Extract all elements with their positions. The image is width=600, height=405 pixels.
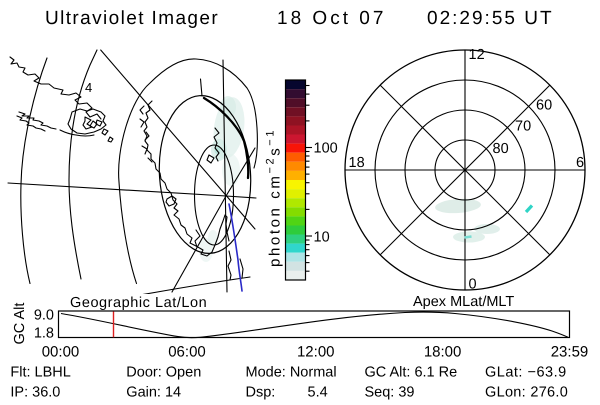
svg-text:4: 4 <box>85 80 92 95</box>
svg-text:100: 100 <box>314 141 338 157</box>
svg-text:12: 12 <box>469 47 485 63</box>
svg-text:80: 80 <box>493 141 509 157</box>
svg-text:Mode: Normal: Mode: Normal <box>246 364 337 380</box>
svg-text:Door: Open: Door: Open <box>126 364 201 380</box>
svg-text:0: 0 <box>469 277 477 293</box>
svg-text:Gain: 14: Gain: 14 <box>126 384 181 400</box>
svg-text:23:59: 23:59 <box>551 344 589 361</box>
svg-text:00:00: 00:00 <box>42 344 80 361</box>
svg-text:6: 6 <box>576 155 584 171</box>
svg-text:GLat: −63.9: GLat: −63.9 <box>485 364 567 380</box>
svg-text:Apex MLat/MLT: Apex MLat/MLT <box>413 294 514 310</box>
svg-text:1.8: 1.8 <box>34 326 54 342</box>
svg-text:60: 60 <box>536 98 552 114</box>
svg-text:10: 10 <box>314 230 330 246</box>
svg-text:06:00: 06:00 <box>168 344 206 361</box>
svg-text:GC Alt: 6.1 Re: GC Alt: 6.1 Re <box>365 364 458 380</box>
svg-text:Seq: 39: Seq: 39 <box>365 384 415 400</box>
svg-text:GLon: 276.0: GLon: 276.0 <box>485 384 568 400</box>
svg-text:02:29:55 UT: 02:29:55 UT <box>427 8 554 29</box>
svg-text:18 Oct 07: 18 Oct 07 <box>277 8 386 29</box>
svg-text:photon cm−2s−1: photon cm−2s−1 <box>265 128 284 267</box>
svg-text:5.4: 5.4 <box>308 384 328 400</box>
svg-text:GC Alt: GC Alt <box>12 303 28 345</box>
svg-text:18: 18 <box>349 155 365 171</box>
svg-text:70: 70 <box>515 119 531 135</box>
svg-text:9.0: 9.0 <box>34 308 54 324</box>
svg-text:12:00: 12:00 <box>297 344 335 361</box>
svg-text:Flt: LBHL: Flt: LBHL <box>10 364 70 380</box>
svg-text:18:00: 18:00 <box>424 344 462 361</box>
svg-text:IP: 36.0: IP: 36.0 <box>10 384 60 400</box>
svg-text:Geographic Lat/Lon: Geographic Lat/Lon <box>70 295 207 311</box>
svg-text:Dsp:: Dsp: <box>246 384 276 400</box>
svg-text:Ultraviolet Imager: Ultraviolet Imager <box>45 8 219 29</box>
